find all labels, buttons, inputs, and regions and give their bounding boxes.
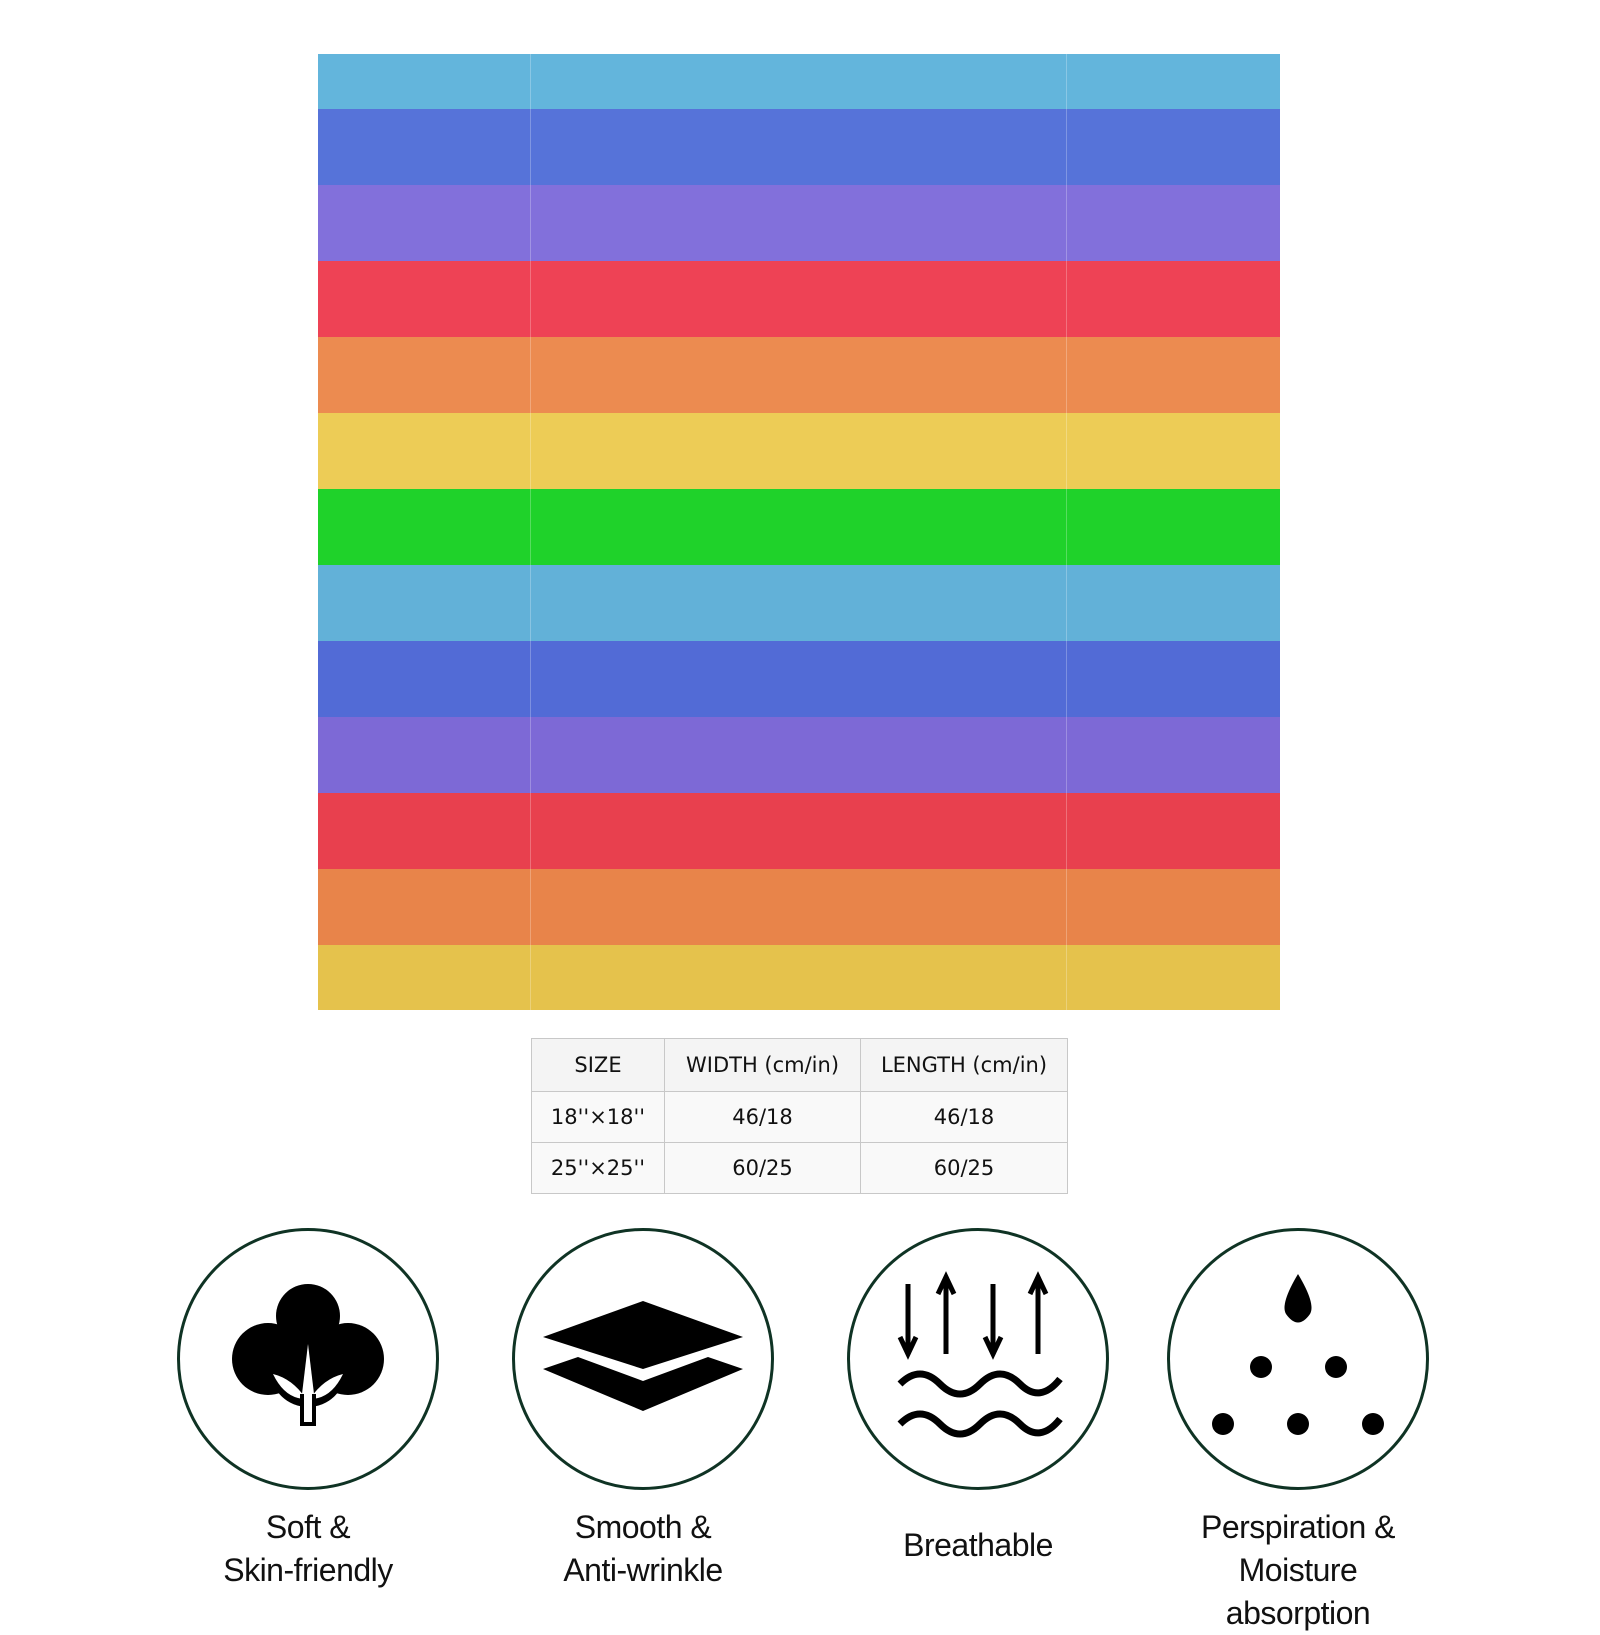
stripe	[318, 54, 1280, 109]
header-size: SIZE	[531, 1038, 665, 1092]
label-line1: Smooth &	[574, 1509, 712, 1545]
table-row: 18''×18'' 46/18 46/18	[531, 1091, 1068, 1143]
cell-width: 46/18	[664, 1091, 861, 1143]
feature-circle	[177, 1228, 439, 1490]
feature-label: Perspiration & Moisture absorption	[1166, 1506, 1430, 1635]
stripe	[318, 108, 1280, 185]
droplets-icon	[1212, 1274, 1384, 1435]
stripe	[318, 640, 1280, 717]
stripe	[318, 564, 1280, 641]
stripe	[318, 336, 1280, 413]
feature-soft: Soft & Skin-friendly	[176, 1228, 440, 1592]
stripe	[318, 944, 1280, 1011]
feature-moisture: Perspiration & Moisture absorption	[1166, 1228, 1430, 1635]
stripe	[318, 868, 1280, 945]
feature-circle	[512, 1228, 774, 1490]
label-line1: Perspiration &	[1201, 1509, 1395, 1545]
header-width: WIDTH (cm/in)	[664, 1038, 861, 1092]
feature-smooth: Smooth & Anti-wrinkle	[511, 1228, 775, 1592]
size-table: SIZE WIDTH (cm/in) LENGTH (cm/in) 18''×1…	[531, 1038, 1068, 1194]
table-header-row: SIZE WIDTH (cm/in) LENGTH (cm/in)	[531, 1038, 1068, 1092]
label-line2: Anti-wrinkle	[563, 1552, 723, 1588]
cell-width: 60/25	[664, 1142, 861, 1194]
stripe	[318, 184, 1280, 261]
cell-length: 46/18	[860, 1091, 1068, 1143]
feature-breathable: Breathable	[846, 1228, 1110, 1567]
label-line2: Moisture absorption	[1225, 1552, 1371, 1631]
fabric-seam	[1066, 54, 1067, 1010]
rainbow-stripe-fabric	[318, 54, 1280, 1011]
label-line1: Breathable	[903, 1527, 1053, 1563]
feature-circle	[847, 1228, 1109, 1490]
stripe	[318, 716, 1280, 793]
stripe	[318, 412, 1280, 489]
stripe	[318, 260, 1280, 337]
table-row: 25''×25'' 60/25 60/25	[531, 1142, 1068, 1194]
stripe	[318, 488, 1280, 565]
cell-size: 18''×18''	[531, 1091, 665, 1143]
feature-label: Soft & Skin-friendly	[176, 1506, 440, 1592]
fabric-seam	[530, 54, 531, 1010]
layers-icon	[543, 1301, 743, 1411]
cell-size: 25''×25''	[531, 1142, 665, 1194]
feature-label: Breathable	[846, 1524, 1110, 1567]
header-length: LENGTH (cm/in)	[860, 1038, 1068, 1092]
cell-length: 60/25	[860, 1142, 1068, 1194]
feature-circle	[1167, 1228, 1429, 1490]
stripe	[318, 792, 1280, 869]
label-line1: Soft &	[265, 1509, 351, 1545]
feature-label: Smooth & Anti-wrinkle	[511, 1506, 775, 1592]
cotton-icon	[232, 1284, 384, 1426]
airflow-icon	[897, 1271, 1063, 1438]
label-line2: Skin-friendly	[223, 1552, 393, 1588]
